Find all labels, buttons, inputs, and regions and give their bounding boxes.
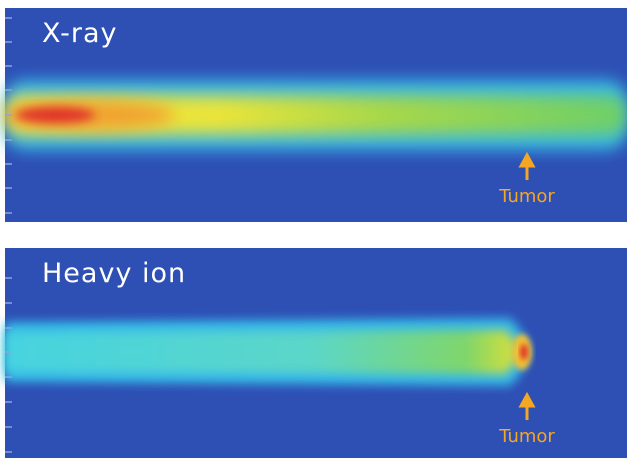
panel-label: Heavy ion (42, 258, 186, 289)
annotation: Tumor (498, 426, 555, 447)
beam-peak (520, 344, 528, 360)
panel-heavy-ion: Heavy ion Tumor (5, 248, 627, 458)
beam-core (5, 330, 518, 374)
beam-peak (15, 107, 95, 123)
panel-label: X-ray (42, 18, 118, 49)
figure: X-ray Tumor Heavy ion Tumor (0, 0, 627, 463)
panel-xray: X-ray Tumor (5, 8, 627, 222)
annotation: Tumor (498, 186, 555, 207)
